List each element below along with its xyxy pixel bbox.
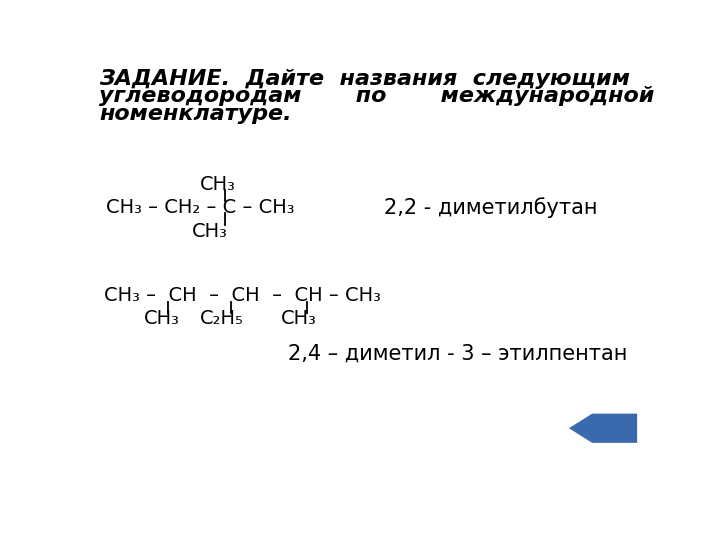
Text: CH₃: CH₃ — [144, 309, 180, 328]
Text: 2,4 – диметил - 3 – этилпентан: 2,4 – диметил - 3 – этилпентан — [287, 343, 627, 363]
Polygon shape — [569, 414, 637, 443]
Text: CH₃: CH₃ — [200, 174, 236, 194]
Text: CH₃ – CH₂ – C – CH₃: CH₃ – CH₂ – C – CH₃ — [106, 198, 294, 217]
Text: ЗАДАНИЕ.  Дайте  названия  следующим: ЗАДАНИЕ. Дайте названия следующим — [99, 69, 630, 89]
Text: номенклатуре.: номенклатуре. — [99, 104, 292, 124]
Text: C₂H₅: C₂H₅ — [200, 309, 243, 328]
Text: углеводородам       по       международной: углеводородам по международной — [99, 86, 654, 106]
Text: CH₃ –  CH  –  CH  –  CH – CH₃: CH₃ – CH – CH – CH – CH₃ — [104, 286, 381, 305]
Text: CH₃: CH₃ — [282, 309, 318, 328]
Text: CH₃: CH₃ — [192, 222, 228, 241]
Text: 2,2 - диметилбутан: 2,2 - диметилбутан — [384, 197, 598, 218]
